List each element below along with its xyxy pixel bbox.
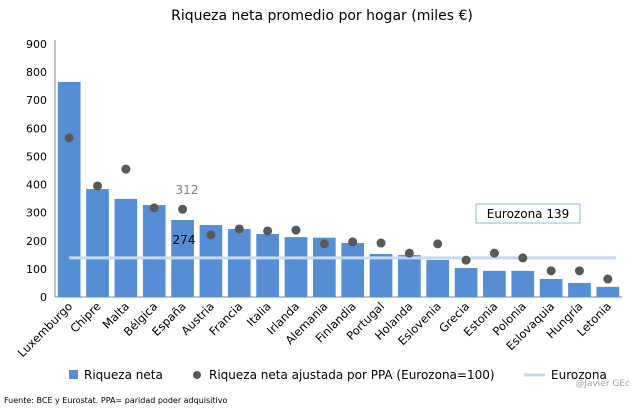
chart-title: Riqueza neta promedio por hogar (miles €… — [171, 8, 473, 24]
bar-austria — [199, 225, 223, 297]
dot-estonia — [489, 248, 499, 258]
bar-holanda — [398, 255, 421, 297]
dot-hungría — [574, 266, 584, 276]
bar-chipre — [86, 189, 109, 297]
y-tick-label: 900 — [26, 38, 47, 51]
bar-irlanda — [284, 237, 308, 297]
dot-eslovenia — [433, 239, 443, 249]
bar-francia — [227, 228, 251, 297]
bar-portugal — [369, 253, 393, 297]
legend-line-label: Eurozona — [551, 368, 607, 382]
eurozona-annotation: Eurozona 139 — [475, 203, 581, 224]
y-tick-label: 600 — [26, 122, 47, 135]
bar-alemania — [312, 237, 336, 297]
watermark: @Javier GEc — [575, 379, 630, 389]
dot-holanda — [404, 248, 414, 258]
y-tick-label: 300 — [26, 207, 47, 220]
data-label-312: 312 — [176, 183, 199, 197]
dot-polonia — [518, 253, 528, 263]
dot-malta — [121, 164, 131, 174]
bar-finlandia — [341, 243, 365, 297]
dot-luxemburgo — [64, 133, 74, 143]
y-tick-label: 100 — [26, 263, 47, 276]
bars — [57, 81, 620, 297]
legend-bar-swatch — [69, 370, 78, 379]
dot-portugal — [376, 238, 386, 248]
bar-eslovaquia — [539, 279, 563, 297]
dot-francia — [234, 224, 244, 234]
legend-dot-swatch — [193, 371, 201, 379]
ppa-dots — [64, 133, 613, 284]
y-tick-label: 400 — [26, 179, 47, 192]
data-label-274: 274 — [173, 233, 196, 247]
eurozona-annotation-text: Eurozona 139 — [487, 207, 570, 221]
bar-luxemburgo — [57, 81, 81, 297]
source-note: Fuente: BCE y Eurostat. PPA= paridad pod… — [4, 396, 227, 405]
dot-eslovaquia — [546, 266, 556, 276]
legend-dot-label: Riqueza neta ajustada por PPA (Eurozona=… — [209, 368, 495, 382]
bar-grecia — [454, 268, 478, 297]
x-tick-label: Chipre — [67, 299, 103, 335]
x-tick-label: Luxemburgo — [15, 299, 76, 360]
dot-irlanda — [291, 225, 301, 235]
x-axis-labels: LuxemburgoChipreMaltaBélgicaEspañaAustri… — [15, 299, 614, 360]
bar-eslovenia — [426, 259, 450, 297]
dot-bélgica — [149, 203, 159, 213]
dot-grecia — [461, 255, 471, 265]
dot-chipre — [93, 181, 103, 191]
dot-austria — [206, 230, 216, 240]
y-tick-label: 200 — [26, 235, 47, 248]
dot-letonia — [603, 274, 613, 284]
y-tick-label: 0 — [40, 291, 47, 304]
dot-finlandia — [348, 237, 358, 247]
bar-malta — [114, 198, 138, 297]
y-tick-label: 500 — [26, 150, 47, 163]
legend: Riqueza neta Riqueza neta ajustada por P… — [69, 368, 607, 382]
legend-bar-label: Riqueza neta — [84, 368, 163, 382]
bar-estonia — [483, 270, 506, 297]
bar-hungría — [568, 282, 591, 297]
dot-italia — [263, 226, 273, 236]
bar-bélgica — [142, 205, 166, 297]
bar-italia — [256, 234, 279, 297]
y-tick-label: 800 — [26, 66, 47, 79]
y-tick-label: 700 — [26, 94, 47, 107]
dot-españa — [178, 204, 188, 214]
bar-letonia — [596, 286, 620, 297]
dot-alemania — [319, 239, 329, 249]
bar-polonia — [511, 270, 535, 297]
